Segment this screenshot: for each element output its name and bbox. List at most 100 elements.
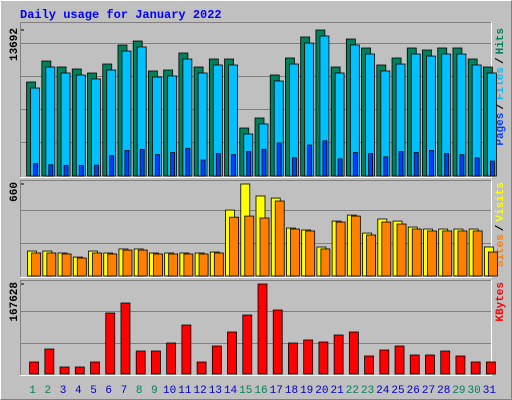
bar	[198, 253, 209, 277]
x-tick-label: 5	[90, 385, 97, 397]
x-tick-label: 7	[121, 385, 128, 397]
bar	[383, 156, 389, 177]
bar	[288, 342, 298, 375]
bar	[124, 150, 130, 177]
bar	[474, 157, 480, 177]
bar	[109, 155, 115, 177]
bar	[394, 345, 405, 375]
legend-entry: Pages	[495, 113, 507, 146]
bar	[155, 154, 160, 177]
bar	[292, 157, 297, 177]
x-tick-label: 19	[300, 385, 313, 397]
x-tick-label: 26	[407, 385, 420, 397]
bar	[107, 253, 118, 277]
bar	[151, 350, 161, 375]
bar	[322, 140, 328, 177]
legend: Sites / Visits	[495, 182, 507, 267]
bar	[472, 230, 483, 277]
x-tick-label: 24	[376, 385, 390, 397]
bar	[413, 152, 419, 177]
bar	[486, 72, 497, 177]
bar	[48, 164, 54, 177]
x-tick-label: 22	[346, 385, 359, 397]
bar	[440, 350, 451, 375]
bar	[368, 153, 373, 177]
bar	[364, 355, 374, 375]
bar	[425, 354, 435, 375]
x-tick-label: 20	[315, 385, 328, 397]
legend-entry: KBytes	[495, 282, 507, 322]
bar	[185, 147, 191, 177]
bar	[33, 163, 39, 177]
bar	[333, 334, 344, 375]
bar	[139, 148, 145, 177]
bar	[487, 251, 498, 277]
bar	[200, 159, 206, 177]
bar	[30, 87, 41, 177]
legend-separator: /	[495, 57, 507, 64]
bar	[92, 252, 102, 277]
bar	[29, 361, 40, 375]
x-tick-label: 30	[468, 385, 481, 397]
bar	[211, 345, 222, 375]
bar	[181, 324, 192, 375]
bar	[335, 221, 346, 277]
bar	[274, 200, 285, 277]
x-tick-label: 27	[422, 385, 435, 397]
bar	[442, 230, 453, 277]
y-tick-label: 660	[9, 182, 21, 202]
bar	[276, 142, 282, 177]
chart-title: Daily usage for January 2022	[20, 8, 222, 22]
bar	[409, 354, 420, 375]
bar	[231, 154, 236, 177]
bar	[61, 253, 72, 277]
bar	[366, 234, 376, 277]
bar	[94, 164, 99, 177]
bar	[350, 215, 361, 277]
legend-entry: Files	[495, 67, 507, 100]
bar	[444, 153, 450, 177]
legend-entry: Visits	[495, 182, 507, 222]
x-tick-label: 11	[178, 385, 192, 397]
bar	[379, 349, 390, 375]
x-tick-label: 17	[270, 385, 283, 397]
legend: Pages / Files / Hits	[495, 28, 507, 146]
panel	[20, 280, 492, 376]
bar	[45, 66, 56, 177]
bar	[305, 230, 316, 277]
bar	[381, 221, 392, 277]
bar	[290, 228, 300, 277]
bar	[59, 366, 70, 375]
bar	[213, 252, 224, 277]
x-tick-label: 10	[163, 385, 176, 397]
bar	[78, 165, 84, 177]
bar	[60, 72, 71, 177]
bar	[352, 152, 358, 177]
legend-separator: /	[495, 224, 507, 231]
bar	[396, 223, 407, 277]
bar	[411, 228, 422, 277]
bar	[183, 253, 194, 277]
bar	[427, 230, 437, 277]
x-tick-label: 4	[75, 385, 82, 397]
bar	[196, 361, 207, 375]
bar	[74, 366, 85, 375]
bar	[63, 164, 69, 177]
bar	[75, 74, 86, 177]
x-tick-label: 12	[193, 385, 206, 397]
bar	[259, 217, 270, 277]
bar	[76, 257, 87, 277]
bar	[166, 342, 177, 375]
x-tick-label: 14	[224, 385, 238, 397]
bar	[307, 144, 313, 177]
y-tick-label: 13692	[9, 28, 21, 61]
bar	[261, 148, 267, 177]
bar	[244, 215, 255, 277]
x-tick-label: 23	[361, 385, 374, 397]
legend: KBytes	[495, 282, 507, 322]
x-tick-label: 3	[60, 385, 67, 397]
bar	[168, 253, 179, 277]
x-tick-label: 2	[45, 385, 52, 397]
x-tick-label: 16	[254, 385, 267, 397]
bar	[229, 216, 239, 277]
